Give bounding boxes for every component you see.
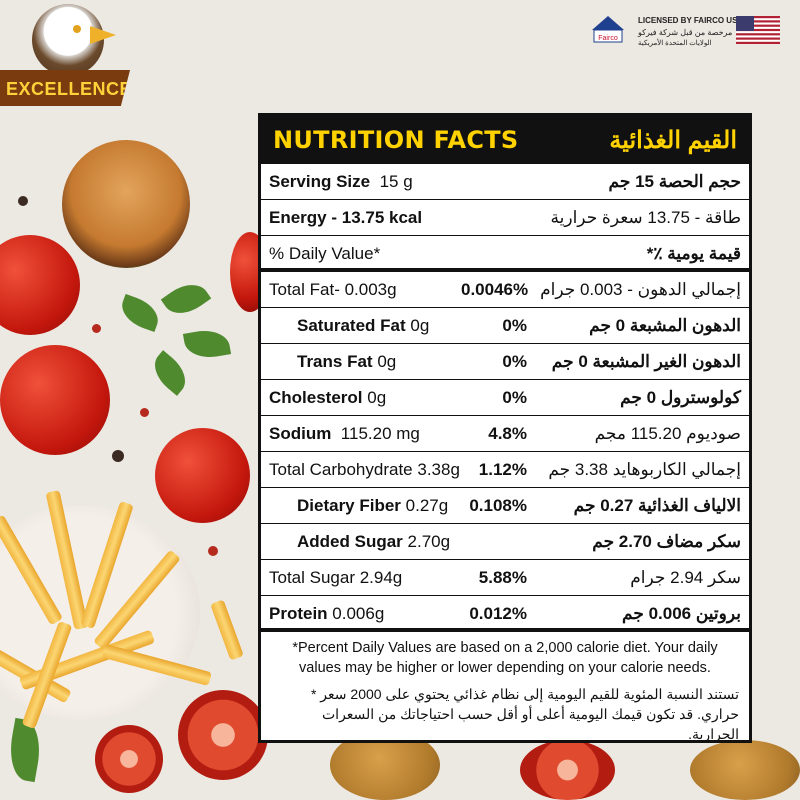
trans-fat-label: Trans Fat [297,352,373,371]
row-added-sugar: Added Sugar 2.70g سكر مضاف 2.70 جم [261,524,749,560]
tomato-image [0,235,80,335]
peppercorn-image [18,196,28,206]
nutrition-rows: Serving Size 15 g حجم الحصة 15 جم Energy… [261,164,749,632]
protein-arabic: بروتين 0.006 جم [622,604,741,623]
added-sugar-label: Added Sugar [297,532,403,551]
total-carbohydrate-percent: 1.12% [478,460,527,479]
row-trans-fat: Trans Fat 0g 0% الدهون الغير المشبعة 0 ج… [261,344,749,380]
daily-value-arabic: قيمة يومية ٪* [646,244,741,263]
trans-fat-value: 0g [377,352,397,371]
basil-leaf-image [116,293,164,333]
row-serving-size: Serving Size 15 g حجم الحصة 15 جم [261,164,749,200]
license-block: Fairco LICENSED BY FAIRCO USA مرخصة من ق… [590,12,790,52]
dietary-fiber-value: 0.27g [405,496,449,515]
nutrition-facts-panel: NUTRITION FACTS القيم الغذائية Serving S… [258,113,752,743]
row-total-fat: Total Fat- 0.003g 0.0046% إجمالي الدهون … [261,272,749,308]
added-sugar-arabic: سكر مضاف 2.70 جم [592,532,741,551]
dietary-fiber-percent: 0.108% [469,496,527,515]
serving-size-arabic: حجم الحصة 15 جم [608,172,741,191]
row-energy: Energy - 13.75 kcal طاقة - 13.75 سعرة حر… [261,200,749,236]
row-total-carbohydrate: Total Carbohydrate 3.38g 1.12% إجمالي ال… [261,452,749,488]
total-sugar-label: Total Sugar 2.94g [269,568,403,587]
sodium-percent: 4.8% [488,424,527,443]
row-daily-value-header: % Daily Value* قيمة يومية ٪* [261,236,749,272]
added-sugar-value: 2.70g [407,532,451,551]
basil-leaf-image [146,350,194,396]
energy-arabic: طاقة - 13.75 سعرة حرارية [550,208,741,227]
logo-badge: EXCELLENCE [0,70,130,106]
protein-label: Protein [269,604,328,623]
cholesterol-arabic: كولوسترول 0 جم [620,388,741,407]
total-carbohydrate-label: Total Carbohydrate 3.38g [269,460,460,479]
peppercorn-image [92,324,101,333]
basil-leaf-image [182,326,232,362]
serving-size-label: Serving Size [269,172,371,191]
license-text-ar-line2: الولايات المتحدة الأمريكية [638,40,712,47]
cholesterol-value: 0g [367,388,387,407]
protein-value: 0.006g [332,604,385,623]
fairco-logo-text: Fairco [598,35,618,42]
trans-fat-arabic: الدهون الغير المشبعة 0 جم [551,352,741,371]
us-flag-icon [736,16,780,44]
tomato-image [155,428,250,523]
protein-percent: 0.012% [469,604,527,623]
energy-label: Energy - 13.75 kcal [269,208,423,227]
basil-leaf-image [5,717,45,783]
tomato-image [0,345,110,455]
fry-image [210,599,244,661]
serving-size-value: 15 g [379,172,413,191]
burger-image [62,140,190,268]
tomato-slice-image [178,690,268,780]
peppercorn-image [140,408,149,417]
total-sugar-percent: 5.88% [478,568,527,587]
peppercorn-image [208,546,218,556]
total-fat-label: Total Fat- 0.003g [269,280,397,299]
daily-value-label: % Daily Value* [269,244,381,263]
license-text-ar-line1: مرخصة من قبل شركة فيركو [638,28,733,37]
cholesterol-percent: 0% [502,388,527,407]
license-text-en: LICENSED BY FAIRCO USA [638,16,744,25]
row-sodium: Sodium 115.20 mg 4.8% صوديوم 115.20 مجم [261,416,749,452]
fairco-logo-icon: Fairco [592,16,624,43]
basil-leaf-image [160,275,212,323]
row-total-sugar: Total Sugar 2.94g 5.88% سكر 2.94 جرام [261,560,749,596]
row-cholesterol: Cholesterol 0g 0% كولوسترول 0 جم [261,380,749,416]
sodium-arabic: صوديوم 115.20 مجم [594,424,741,443]
footnote-english: *Percent Daily Values are based on a 2,0… [292,640,718,676]
total-carbohydrate-arabic: إجمالي الكاربوهايد 3.38 جم [548,460,741,479]
title-english: NUTRITION FACTS [273,126,519,154]
saturated-fat-value: 0g [410,316,430,335]
sauce-bowl-image [690,740,800,800]
saturated-fat-percent: 0% [502,316,527,335]
brand-logo: EXCELLENCE [0,0,135,110]
row-protein: Protein 0.006g 0.012% بروتين 0.006 جم [261,596,749,632]
logo-text: EXCELLENCE [6,79,133,99]
saturated-fat-arabic: الدهون المشبعة 0 جم [589,316,741,335]
total-fat-percent: 0.0046% [461,280,529,299]
eagle-eye-icon [73,25,81,33]
row-saturated-fat: Saturated Fat 0g 0% الدهون المشبعة 0 جم [261,308,749,344]
panel-header: NUTRITION FACTS القيم الغذائية [261,116,749,164]
sodium-value: 115.20 mg [340,424,420,443]
tomato-slice-image [95,725,163,793]
row-dietary-fiber: Dietary Fiber 0.27g 0.108% الالياف الغذا… [261,488,749,524]
dietary-fiber-label: Dietary Fiber [297,496,401,515]
tomato-slice-image [520,740,615,800]
saturated-fat-label: Saturated Fat [297,316,406,335]
trans-fat-percent: 0% [502,352,527,371]
dietary-fiber-arabic: الالياف الغذائية 0.27 جم [573,496,741,515]
title-arabic: القيم الغذائية [609,126,737,154]
sodium-label: Sodium [269,424,332,443]
cholesterol-label: Cholesterol [269,388,363,407]
peppercorn-image [112,450,124,462]
eagle-beak-icon [90,26,116,44]
footnote-arabic: تستند النسبة المئوية للقيم اليومية إلى ن… [310,686,739,742]
total-fat-arabic: إجمالي الدهون - 0.003 جرام [540,280,741,299]
total-sugar-arabic: سكر 2.94 جرام [630,568,741,587]
